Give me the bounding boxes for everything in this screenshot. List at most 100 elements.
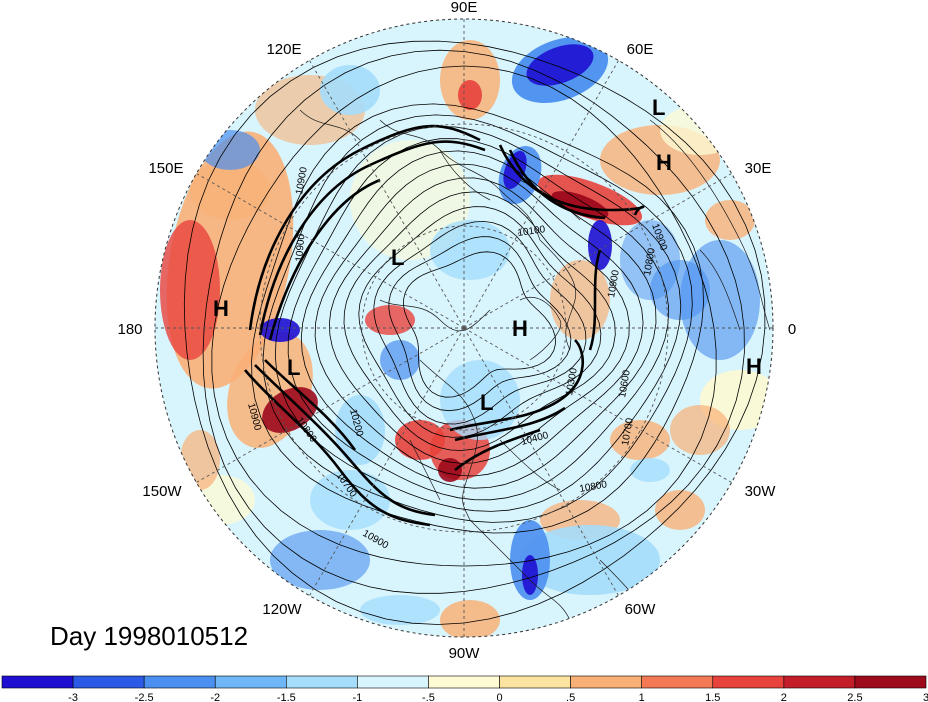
anomaly-patch [670, 405, 730, 455]
colorbar-swatch [72, 675, 145, 689]
height-contour [373, 220, 587, 425]
anomaly-patch [650, 260, 710, 320]
latitude-circle [259, 123, 669, 533]
contour-label: 10100 [517, 224, 547, 239]
colorbar-tick-label: 1 [639, 692, 645, 702]
colorbar-swatch [783, 675, 856, 689]
day-title: Day 1998010512 [50, 621, 248, 651]
anomaly-patch [458, 80, 482, 110]
low-center-label: L [480, 390, 493, 415]
height-contour [300, 150, 657, 489]
jet-contour [254, 364, 436, 517]
height-contour [403, 251, 556, 398]
contour-label: 10600 [617, 369, 633, 399]
anomaly-patch [350, 140, 470, 260]
low-center-label: L [652, 95, 665, 120]
colorbar-tick-label: 2.5 [847, 692, 862, 702]
coastline [499, 439, 561, 491]
colorbar-swatch [286, 675, 358, 689]
high-center-label: H [746, 354, 762, 379]
jet-contour [508, 149, 606, 220]
colorbar-swatch [143, 675, 216, 689]
lat-lon-grid [155, 19, 773, 637]
anomaly-patch [380, 340, 420, 380]
anomaly-patch [200, 130, 260, 170]
colorbar-tick-label: 1.5 [705, 692, 720, 702]
map-border [154, 18, 774, 638]
colorbar-tick-label: .5 [566, 692, 575, 702]
anomaly-patch [335, 395, 385, 465]
jet-contour [268, 178, 381, 341]
height-contour [251, 103, 704, 534]
coastline [699, 249, 741, 331]
height-contour [262, 114, 693, 523]
lon-label-0: 0 [788, 321, 796, 338]
colorbar-tick-label: -2 [210, 692, 220, 702]
anomaly-patch [655, 490, 705, 530]
contour-label: 10900 [294, 166, 310, 196]
coastline [379, 119, 541, 241]
colorbar-tick-label: -3 [68, 692, 78, 702]
anomaly-patch [180, 430, 220, 490]
anomaly-patch [395, 420, 445, 460]
lon-label-180: 180 [117, 321, 142, 338]
coastline [519, 297, 562, 361]
colorbar: -3 -2.5 -2 -1.5 -1 -.5 0 .5 1 1.5 2 2.5 3 [1, 675, 928, 702]
anomaly-patch [430, 220, 510, 280]
anomaly-patch [270, 530, 370, 590]
contour-label: 10900 [606, 269, 622, 299]
low-center-label: L [391, 245, 404, 270]
pressure-centers: L H L H H L H L [213, 95, 762, 415]
coastline [469, 519, 571, 621]
colorbar-tick-label: -1 [352, 692, 362, 702]
colorbar-tick-label: -2.5 [135, 692, 154, 702]
colorbar-swatch [214, 675, 287, 689]
colorbar-tick-label: -.5 [422, 692, 435, 702]
colorbar-swatch [1, 675, 74, 689]
height-contour [211, 65, 717, 567]
longitude-labels: 90E 120E 60E 150E 30E 180 0 150W 30W 120… [117, 0, 796, 662]
lon-label-120e: 120E [266, 41, 301, 58]
anomaly-patch [320, 65, 380, 115]
anomaly-patch [160, 220, 220, 360]
contour-label: 10800 [642, 247, 658, 277]
anomaly-patch [551, 191, 609, 219]
colorbar-tick-label: 3 [923, 692, 928, 702]
anomaly-patch [360, 595, 440, 625]
anomaly-patch [588, 220, 612, 270]
anomaly-patch [520, 525, 660, 595]
colorbar-tick-label: -1.5 [277, 692, 296, 702]
height-contour [388, 236, 572, 412]
anomaly-patch [438, 458, 462, 482]
contour-label: 10800 [579, 479, 609, 495]
anomaly-patch [630, 458, 670, 482]
lon-label-30e: 30E [745, 160, 772, 177]
jet-contour [498, 144, 645, 216]
anomaly-patch [190, 160, 270, 220]
anomaly-patch [660, 105, 740, 155]
lon-label-30w: 30W [745, 483, 777, 500]
jet-contour [454, 428, 541, 472]
high-center-label: H [213, 296, 229, 321]
lon-label-60e: 60E [627, 41, 654, 58]
colorbar-swatch [641, 675, 714, 689]
jet-contour [264, 359, 357, 451]
height-contour [358, 206, 602, 438]
lon-label-150e: 150E [148, 160, 183, 177]
anomaly-patch [185, 475, 255, 525]
anomaly-patch [262, 387, 318, 433]
contour-label: 10700 [620, 417, 636, 447]
lon-label-120w: 120W [262, 601, 302, 618]
coastline [649, 119, 771, 331]
colorbar-swatch [712, 675, 785, 689]
height-contour [183, 40, 766, 625]
jet-contour [258, 140, 486, 336]
anomaly-patch [526, 44, 594, 86]
anomaly-patch [260, 318, 300, 342]
colorbar-swatch [357, 675, 429, 689]
jet-contour [588, 249, 602, 351]
colorbar-swatch [499, 675, 571, 689]
height-contour [314, 163, 644, 477]
jet-contour [244, 369, 431, 527]
